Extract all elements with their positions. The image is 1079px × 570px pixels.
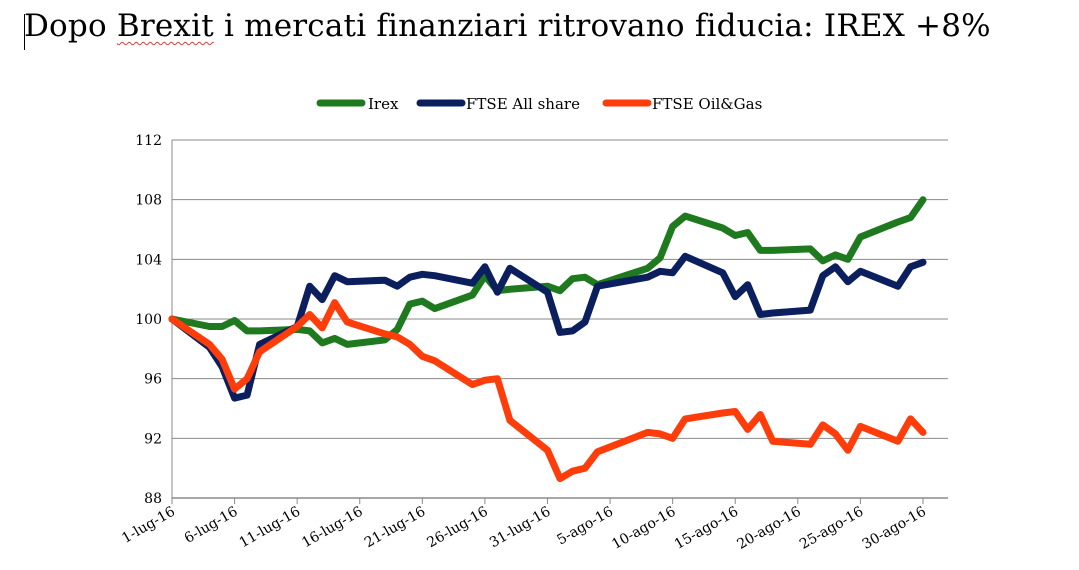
x-tick-label: 21-lug-16 <box>362 504 429 552</box>
y-tick-label: 108 <box>135 193 162 209</box>
x-tick-label: 25-ago-16 <box>797 504 866 553</box>
title-part-c: i mercati finanziari ritrovano fiducia: … <box>213 8 991 44</box>
x-tick-label: 15-ago-16 <box>672 504 741 553</box>
y-tick-label: 112 <box>135 133 162 149</box>
x-tick-label: 20-ago-16 <box>734 504 803 553</box>
series-line-1 <box>168 252 927 402</box>
y-tick-label: 100 <box>135 312 162 328</box>
chart-title: Dopo Brexit i mercati finanziari ritrova… <box>24 8 991 44</box>
x-tick-label: 30-ago-16 <box>860 504 929 553</box>
x-tick-label: 11-lug-16 <box>237 504 304 552</box>
x-tick-label: 10-ago-16 <box>609 504 678 553</box>
series-line-2 <box>168 299 927 483</box>
series-line-0 <box>168 196 927 348</box>
x-tick-label: 6-lug-16 <box>182 504 241 547</box>
y-tick-label: 88 <box>144 491 162 507</box>
legend-label-0: Irex <box>368 95 399 113</box>
x-tick-label: 16-lug-16 <box>299 504 366 552</box>
legend-label-1: FTSE All share <box>466 95 580 113</box>
x-tick-label: 1-lug-16 <box>119 504 178 547</box>
y-tick-label: 92 <box>144 431 162 447</box>
x-tick-label: 26-lug-16 <box>424 504 491 552</box>
y-tick-label: 96 <box>144 372 162 388</box>
x-tick-label: 5-ago-16 <box>554 504 616 549</box>
text-cursor <box>24 14 25 50</box>
x-tick-label: 31-lug-16 <box>487 504 554 552</box>
title-part-b: Brexit <box>116 8 214 44</box>
title-part-a: Dopo <box>24 8 117 44</box>
y-tick-label: 104 <box>135 252 162 268</box>
legend-label-2: FTSE Oil&Gas <box>652 95 762 113</box>
